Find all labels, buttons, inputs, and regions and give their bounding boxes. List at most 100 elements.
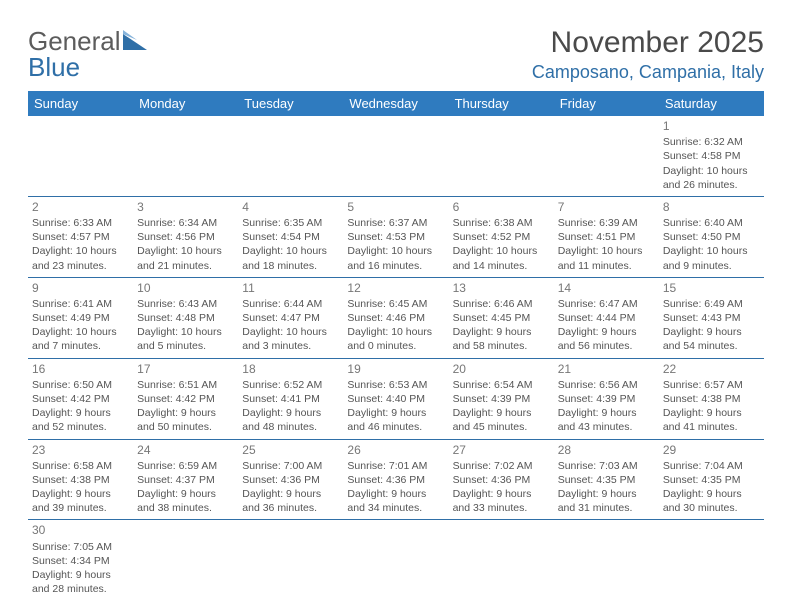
- day-sunrise: Sunrise: 6:33 AM: [32, 216, 129, 230]
- day-sunrise: Sunrise: 6:49 AM: [663, 297, 760, 311]
- day-number: 20: [453, 361, 550, 377]
- day-number: 5: [347, 199, 444, 215]
- day-daylight: Daylight: 9 hours and 58 minutes.: [453, 325, 550, 353]
- calendar-empty-cell: [343, 116, 448, 196]
- day-sunset: Sunset: 4:52 PM: [453, 230, 550, 244]
- calendar-empty-cell: [554, 520, 659, 600]
- day-sunrise: Sunrise: 6:47 AM: [558, 297, 655, 311]
- day-sunset: Sunset: 4:48 PM: [137, 311, 234, 325]
- day-sunrise: Sunrise: 6:53 AM: [347, 378, 444, 392]
- day-number: 10: [137, 280, 234, 296]
- day-daylight: Daylight: 10 hours and 23 minutes.: [32, 244, 129, 272]
- day-sunrise: Sunrise: 6:34 AM: [137, 216, 234, 230]
- day-daylight: Daylight: 10 hours and 9 minutes.: [663, 244, 760, 272]
- day-sunrise: Sunrise: 6:52 AM: [242, 378, 339, 392]
- calendar-day-cell: 9Sunrise: 6:41 AMSunset: 4:49 PMDaylight…: [28, 278, 133, 358]
- calendar-day-cell: 8Sunrise: 6:40 AMSunset: 4:50 PMDaylight…: [659, 197, 764, 277]
- day-sunrise: Sunrise: 7:02 AM: [453, 459, 550, 473]
- calendar-day-cell: 12Sunrise: 6:45 AMSunset: 4:46 PMDayligh…: [343, 278, 448, 358]
- weekday-header-row: Sunday Monday Tuesday Wednesday Thursday…: [28, 91, 764, 116]
- header-row: General November 2025 Camposano, Campani…: [28, 26, 764, 83]
- calendar-day-cell: 22Sunrise: 6:57 AMSunset: 4:38 PMDayligh…: [659, 359, 764, 439]
- day-number: 27: [453, 442, 550, 458]
- day-sunrise: Sunrise: 6:38 AM: [453, 216, 550, 230]
- day-sunrise: Sunrise: 6:32 AM: [663, 135, 760, 149]
- day-sunset: Sunset: 4:54 PM: [242, 230, 339, 244]
- day-sunrise: Sunrise: 6:57 AM: [663, 378, 760, 392]
- day-daylight: Daylight: 10 hours and 26 minutes.: [663, 164, 760, 192]
- calendar-empty-cell: [343, 520, 448, 600]
- day-daylight: Daylight: 9 hours and 54 minutes.: [663, 325, 760, 353]
- day-sunset: Sunset: 4:35 PM: [558, 473, 655, 487]
- day-sunrise: Sunrise: 6:51 AM: [137, 378, 234, 392]
- calendar-grid: Sunday Monday Tuesday Wednesday Thursday…: [28, 91, 764, 600]
- calendar-day-cell: 7Sunrise: 6:39 AMSunset: 4:51 PMDaylight…: [554, 197, 659, 277]
- day-number: 24: [137, 442, 234, 458]
- day-sunset: Sunset: 4:38 PM: [663, 392, 760, 406]
- day-sunset: Sunset: 4:44 PM: [558, 311, 655, 325]
- day-sunrise: Sunrise: 6:43 AM: [137, 297, 234, 311]
- day-sunrise: Sunrise: 6:40 AM: [663, 216, 760, 230]
- day-sunset: Sunset: 4:38 PM: [32, 473, 129, 487]
- day-sunset: Sunset: 4:37 PM: [137, 473, 234, 487]
- day-sunrise: Sunrise: 6:50 AM: [32, 378, 129, 392]
- day-sunrise: Sunrise: 6:44 AM: [242, 297, 339, 311]
- day-daylight: Daylight: 9 hours and 31 minutes.: [558, 487, 655, 515]
- day-number: 26: [347, 442, 444, 458]
- calendar-week-row: 1Sunrise: 6:32 AMSunset: 4:58 PMDaylight…: [28, 116, 764, 197]
- day-sunrise: Sunrise: 6:56 AM: [558, 378, 655, 392]
- day-daylight: Daylight: 10 hours and 3 minutes.: [242, 325, 339, 353]
- calendar-day-cell: 1Sunrise: 6:32 AMSunset: 4:58 PMDaylight…: [659, 116, 764, 196]
- day-daylight: Daylight: 9 hours and 41 minutes.: [663, 406, 760, 434]
- calendar-empty-cell: [554, 116, 659, 196]
- day-number: 14: [558, 280, 655, 296]
- location-subtitle: Camposano, Campania, Italy: [532, 62, 764, 83]
- day-sunset: Sunset: 4:36 PM: [347, 473, 444, 487]
- day-sunset: Sunset: 4:41 PM: [242, 392, 339, 406]
- calendar-day-cell: 15Sunrise: 6:49 AMSunset: 4:43 PMDayligh…: [659, 278, 764, 358]
- day-number: 18: [242, 361, 339, 377]
- calendar-day-cell: 16Sunrise: 6:50 AMSunset: 4:42 PMDayligh…: [28, 359, 133, 439]
- day-sunset: Sunset: 4:42 PM: [137, 392, 234, 406]
- calendar-day-cell: 14Sunrise: 6:47 AMSunset: 4:44 PMDayligh…: [554, 278, 659, 358]
- day-daylight: Daylight: 10 hours and 16 minutes.: [347, 244, 444, 272]
- day-number: 6: [453, 199, 550, 215]
- day-daylight: Daylight: 9 hours and 56 minutes.: [558, 325, 655, 353]
- calendar-day-cell: 27Sunrise: 7:02 AMSunset: 4:36 PMDayligh…: [449, 440, 554, 520]
- calendar-week-row: 9Sunrise: 6:41 AMSunset: 4:49 PMDaylight…: [28, 278, 764, 359]
- calendar-empty-cell: [659, 520, 764, 600]
- weeks-container: 1Sunrise: 6:32 AMSunset: 4:58 PMDaylight…: [28, 116, 764, 600]
- day-sunset: Sunset: 4:45 PM: [453, 311, 550, 325]
- calendar-day-cell: 6Sunrise: 6:38 AMSunset: 4:52 PMDaylight…: [449, 197, 554, 277]
- day-number: 3: [137, 199, 234, 215]
- day-daylight: Daylight: 10 hours and 18 minutes.: [242, 244, 339, 272]
- day-sunrise: Sunrise: 7:01 AM: [347, 459, 444, 473]
- calendar-empty-cell: [133, 116, 238, 196]
- weekday-sunday: Sunday: [28, 91, 133, 116]
- calendar-day-cell: 23Sunrise: 6:58 AMSunset: 4:38 PMDayligh…: [28, 440, 133, 520]
- day-number: 22: [663, 361, 760, 377]
- weekday-saturday: Saturday: [659, 91, 764, 116]
- weekday-thursday: Thursday: [449, 91, 554, 116]
- day-sunset: Sunset: 4:43 PM: [663, 311, 760, 325]
- calendar-day-cell: 24Sunrise: 6:59 AMSunset: 4:37 PMDayligh…: [133, 440, 238, 520]
- day-sunrise: Sunrise: 6:59 AM: [137, 459, 234, 473]
- day-sunset: Sunset: 4:57 PM: [32, 230, 129, 244]
- day-daylight: Daylight: 9 hours and 36 minutes.: [242, 487, 339, 515]
- day-number: 4: [242, 199, 339, 215]
- calendar-empty-cell: [238, 520, 343, 600]
- day-daylight: Daylight: 9 hours and 50 minutes.: [137, 406, 234, 434]
- day-daylight: Daylight: 10 hours and 11 minutes.: [558, 244, 655, 272]
- day-sunrise: Sunrise: 6:54 AM: [453, 378, 550, 392]
- day-sunset: Sunset: 4:46 PM: [347, 311, 444, 325]
- day-sunrise: Sunrise: 6:46 AM: [453, 297, 550, 311]
- day-number: 30: [32, 522, 129, 538]
- flag-icon: [123, 26, 151, 57]
- calendar-empty-cell: [28, 116, 133, 196]
- day-sunset: Sunset: 4:56 PM: [137, 230, 234, 244]
- calendar-day-cell: 5Sunrise: 6:37 AMSunset: 4:53 PMDaylight…: [343, 197, 448, 277]
- calendar-day-cell: 30Sunrise: 7:05 AMSunset: 4:34 PMDayligh…: [28, 520, 133, 600]
- day-daylight: Daylight: 10 hours and 14 minutes.: [453, 244, 550, 272]
- calendar-empty-cell: [238, 116, 343, 196]
- day-daylight: Daylight: 9 hours and 48 minutes.: [242, 406, 339, 434]
